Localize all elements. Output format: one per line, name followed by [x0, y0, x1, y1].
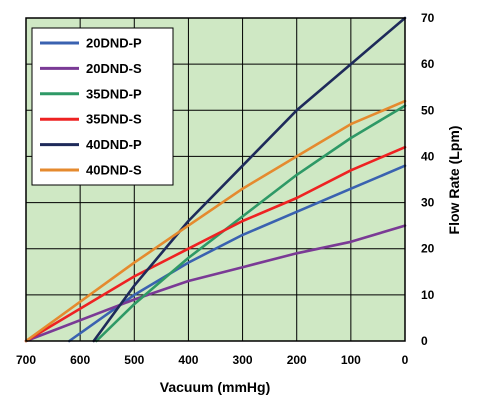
series-line-40dnd-s — [24, 99, 407, 343]
y-tick-label: 20 — [421, 242, 435, 256]
series-layer — [24, 16, 407, 343]
legend: 20DND-P 20DND-S 35DND-P 35DND-S 40DND-P 40DND… — [31, 27, 174, 186]
legend-label: 20DND-P — [86, 36, 142, 51]
legend-box — [31, 27, 174, 186]
y-tick-label: 60 — [421, 57, 435, 71]
x-axis-title: Vacuum (mmHg) — [160, 379, 270, 395]
legend-label: 40DND-P — [86, 137, 142, 152]
series-line-40dnd-p — [92, 16, 407, 343]
x-tick-labels: 700 600 500 400 300 200 100 0 — [16, 353, 409, 367]
legend-label: 35DND-S — [86, 112, 142, 127]
series-line-20dnd-s — [24, 224, 407, 343]
x-tick-label: 600 — [70, 353, 90, 367]
x-tick-label: 100 — [341, 353, 361, 367]
series-line-35dnd-p — [95, 104, 407, 343]
legend-label: 20DND-S — [86, 61, 142, 76]
y-tick-label: 10 — [421, 288, 435, 302]
x-tick-label: 400 — [178, 353, 198, 367]
y-axis-title: Flow Rate (Lpm) — [446, 126, 462, 235]
x-tick-label: 0 — [402, 353, 409, 367]
y-tick-labels: 0 10 20 30 40 50 60 70 — [421, 11, 435, 348]
series-line-20dnd-p — [68, 164, 407, 343]
legend-label: 40DND-S — [86, 163, 142, 178]
y-tick-label: 50 — [421, 103, 435, 117]
x-tick-label: 300 — [233, 353, 253, 367]
series-line-35dnd-s — [24, 145, 407, 343]
x-tick-label: 700 — [16, 353, 36, 367]
plot-area-border — [25, 17, 406, 342]
y-tick-label: 40 — [421, 149, 435, 163]
y-tick-label: 70 — [421, 11, 435, 25]
y-tick-label: 30 — [421, 196, 435, 210]
x-tick-label: 500 — [124, 353, 144, 367]
x-tick-label: 200 — [287, 353, 307, 367]
y-tick-label: 0 — [421, 334, 428, 348]
legend-label: 35DND-P — [86, 86, 142, 101]
